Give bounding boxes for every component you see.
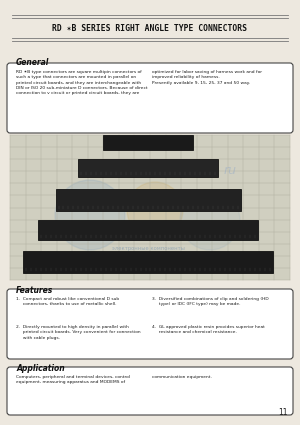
Bar [78, 159, 218, 177]
Bar [103, 134, 193, 150]
Text: 4.  GL approved plastic resin provides superior heat
     resistance and chemica: 4. GL approved plastic resin provides su… [152, 325, 265, 334]
Text: RD ✶B type connectors are square multipin connectors of
such a type that connect: RD ✶B type connectors are square multipi… [16, 70, 148, 95]
Text: Application: Application [16, 364, 64, 373]
Text: ru: ru [224, 164, 236, 176]
Text: 2.  Directly mounted to high density in parallel with
     printed circuit board: 2. Directly mounted to high density in p… [16, 325, 141, 340]
Text: 3.  Diversified combinations of clip and soldering (HD
     type) or IDC (IFC ty: 3. Diversified combinations of clip and … [152, 297, 268, 306]
Bar [10, 135, 290, 280]
Bar [38, 220, 258, 240]
Circle shape [180, 190, 240, 250]
FancyBboxPatch shape [7, 367, 293, 415]
Text: Computers, peripheral and terminal devices, control
equipment, measuring apparat: Computers, peripheral and terminal devic… [16, 375, 130, 384]
Text: 1.  Compact and robust like conventional D sub
     connectors, thanks to use of: 1. Compact and robust like conventional … [16, 297, 119, 306]
Circle shape [127, 182, 183, 238]
Circle shape [55, 180, 125, 250]
Text: communication equipment.: communication equipment. [152, 375, 212, 379]
FancyBboxPatch shape [7, 289, 293, 359]
Bar [23, 251, 273, 273]
Text: optimized for labor saving of harness work and for
improved reliability of harne: optimized for labor saving of harness wo… [152, 70, 262, 85]
Text: 11: 11 [278, 408, 288, 417]
FancyBboxPatch shape [7, 63, 293, 133]
Bar [56, 189, 241, 211]
Text: электронные компоненты: электронные компоненты [112, 246, 184, 250]
Text: General: General [16, 58, 50, 67]
Text: Features: Features [16, 286, 53, 295]
Text: RD ✶B SERIES RIGHT ANGLE TYPE CONNECTORS: RD ✶B SERIES RIGHT ANGLE TYPE CONNECTORS [52, 23, 247, 32]
